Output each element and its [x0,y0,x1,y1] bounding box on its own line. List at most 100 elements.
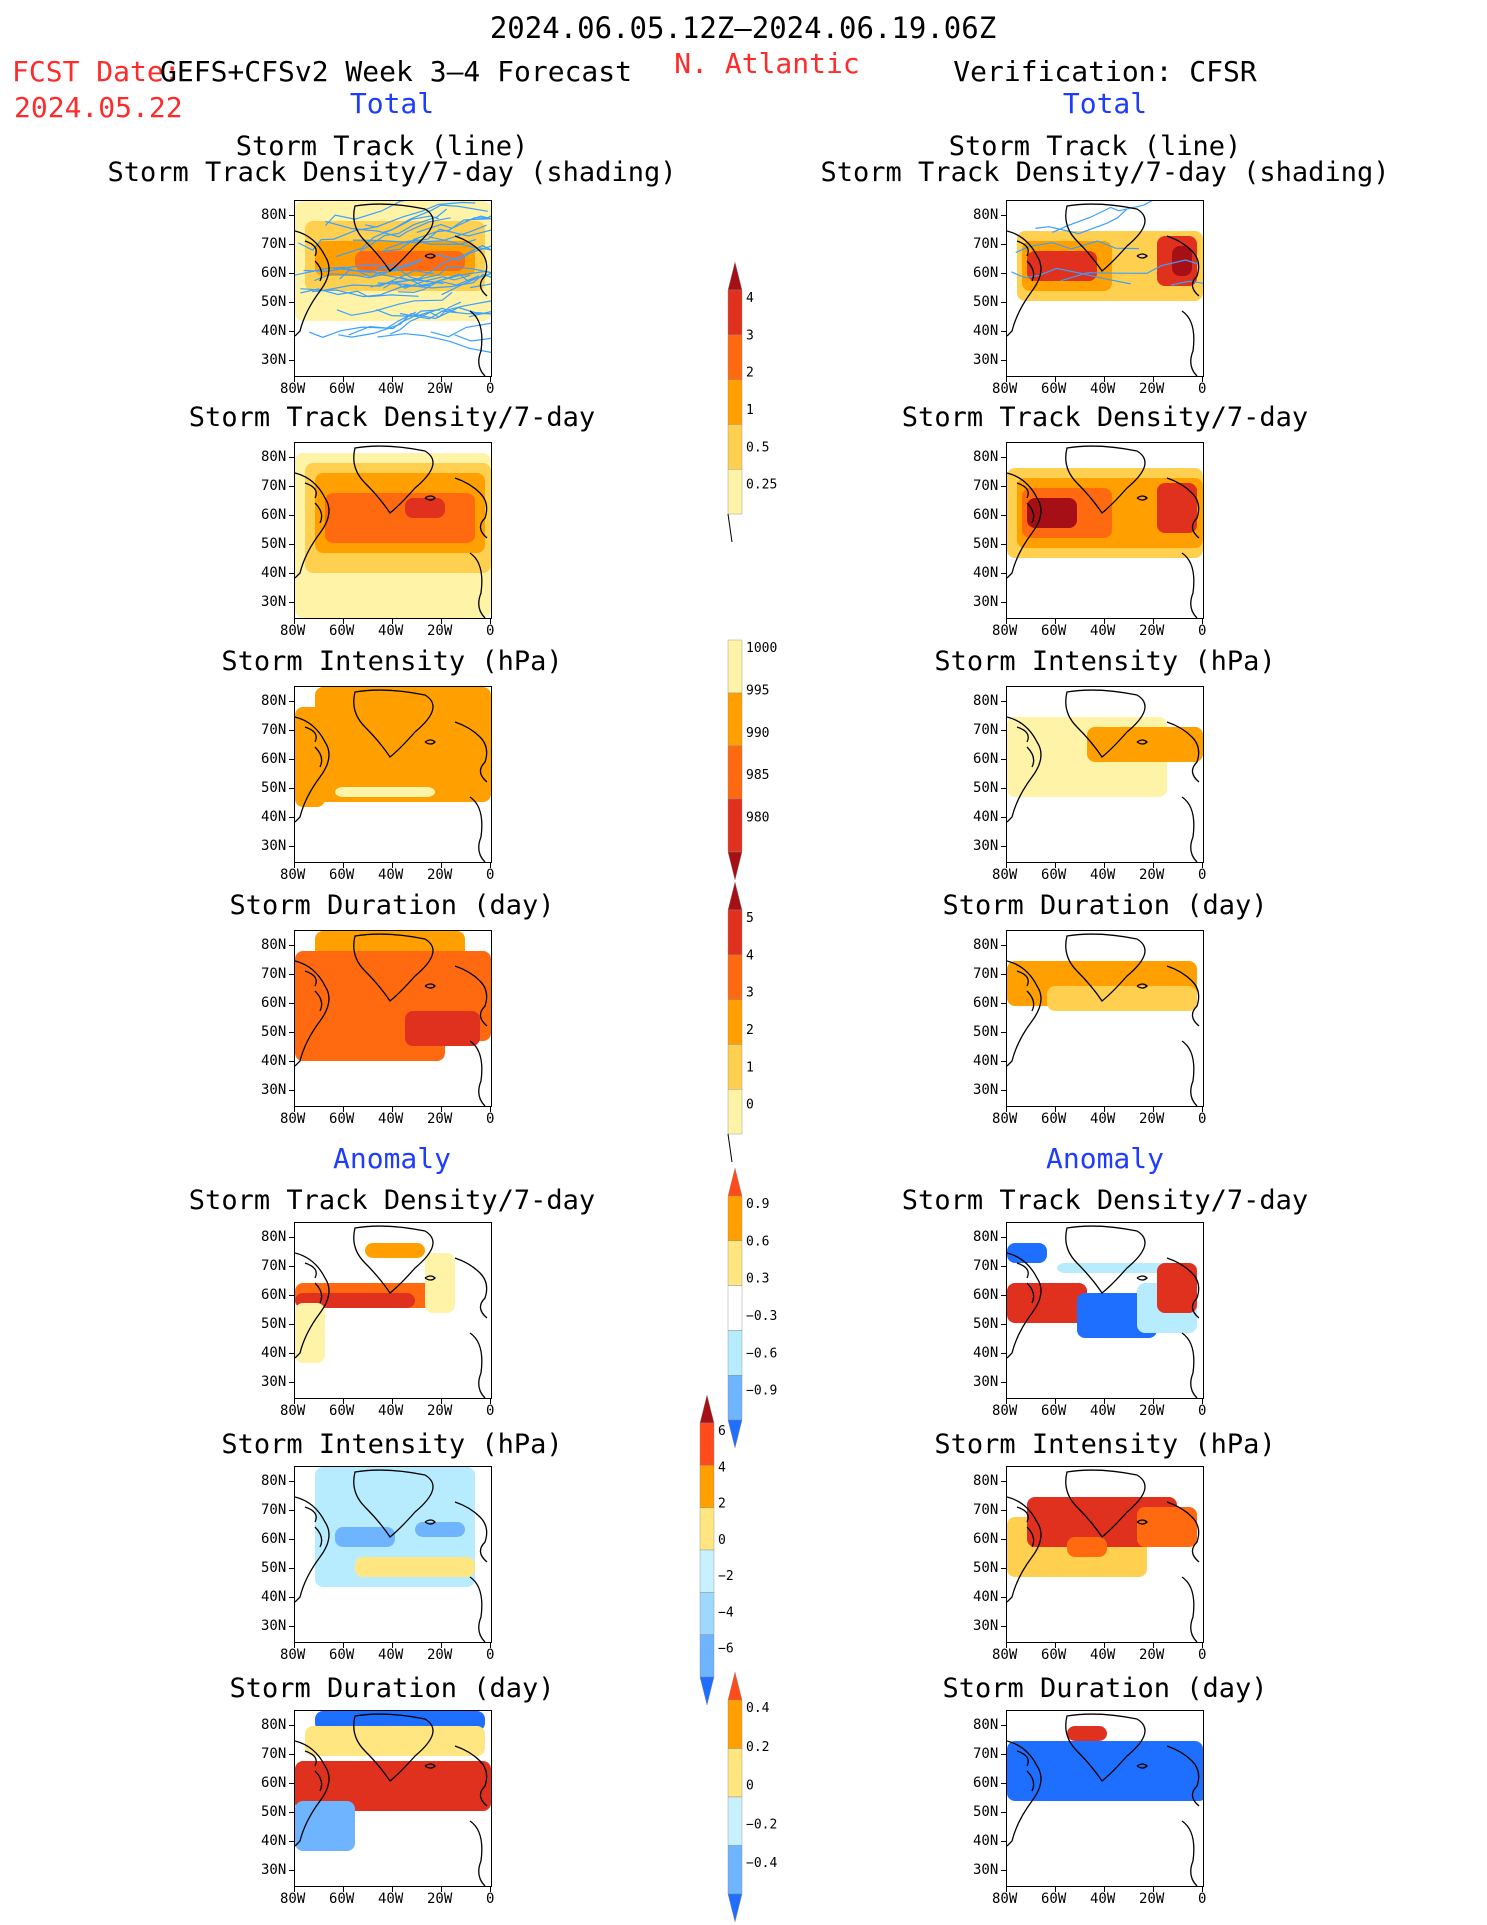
lon-tick [490,619,491,624]
lon-tick [343,377,344,382]
coastline [1007,472,1042,579]
colorbar-swatch [727,798,743,853]
lat-tick [289,1783,294,1784]
colorbar-label: 0.5 [746,440,769,455]
colorbar-label: 980 [746,811,769,826]
lat-tick [289,1539,294,1540]
colorbar-label: 1 [746,1060,754,1075]
lat-tick [289,701,294,702]
coastline [295,1740,330,1847]
lon-tick [343,1399,344,1404]
storm-track-line [430,322,491,338]
lon-label: 20W [1139,867,1165,883]
lat-tick [289,1382,294,1383]
colorbar-swatch [727,1419,743,1449]
lon-tick [1055,1399,1056,1404]
lon-label: 60W [329,867,355,883]
lat-tick [1001,1568,1006,1569]
colorbar-duration-anomaly: 0.4 0.2 0 −0.2 −0.4 [727,1671,777,1923]
map-canvas [1007,201,1203,376]
storm-track-line [454,334,491,342]
lon-tick [343,619,344,624]
lon-label: 80W [992,867,1018,883]
lon-tick [1006,377,1007,382]
lon-label: 0 [1198,381,1207,397]
lon-label: 40W [1090,1891,1116,1907]
lon-label: 40W [1090,1403,1116,1419]
coastline [469,1576,486,1642]
map-canvas [1007,1713,1203,1886]
lat-label: 60N [261,1775,287,1791]
lat-tick [289,457,294,458]
map-panel-duration-anom-verification [1006,1710,1204,1887]
colorbar-label: 0 [746,1779,754,1794]
map-panel-intensity-anom-verification [1006,1466,1204,1643]
coastline [295,716,330,823]
lon-label: 0 [1198,1403,1207,1419]
lat-tick [1001,1812,1006,1813]
coastline [304,1506,323,1548]
lon-tick [1104,1399,1105,1404]
lat-label: 60N [973,995,999,1011]
colorbar-swatch [727,289,743,335]
lat-tick [1001,846,1006,847]
lat-label: 50N [973,294,999,310]
lat-tick [289,1812,294,1813]
lat-label: 30N [973,594,999,610]
colorbar-intensity-total: 1000 995 990 985 980 [727,639,777,881]
lon-tick [1202,1643,1203,1648]
colorbar-swatch [727,954,743,1000]
lat-tick [289,1841,294,1842]
lat-label: 70N [973,966,999,982]
shading-region [1067,1726,1107,1741]
lat-label: 80N [973,1473,999,1489]
map-panel-duration-forecast [294,930,492,1107]
coastline [1136,253,1148,259]
colorbar-swatch [699,1549,715,1593]
shading-region [295,1303,325,1363]
colorbar-label: −0.3 [746,1309,777,1324]
coastline [353,1469,434,1538]
colorbar-swatch [699,1507,715,1551]
lon-tick [1055,1107,1056,1112]
storm-track-line [441,273,491,296]
colorbar-label: 0.3 [746,1272,769,1287]
coastline [1065,1225,1146,1294]
storm-track-line [336,291,453,316]
lat-tick [289,759,294,760]
lat-label: 40N [973,1345,999,1361]
shading-region [425,1253,455,1313]
storm-track-line [359,208,448,252]
lat-label: 60N [261,1531,287,1547]
lat-tick [1001,1295,1006,1296]
colorbar-swatch [727,1285,743,1331]
lon-tick [1153,1887,1154,1892]
storm-track-line [400,266,491,282]
colorbar-open-end [727,1133,733,1163]
lat-tick [1001,1090,1006,1091]
lat-tick [289,1725,294,1726]
lon-label: 40W [378,381,404,397]
shading-region [365,1243,425,1258]
shading-region [355,251,465,271]
coastline [424,495,436,501]
colorbar-label: 990 [746,726,769,741]
lat-tick [289,974,294,975]
colorbar-swatch [727,1167,743,1197]
colorbar-label: 985 [746,768,769,783]
storm-track-line [440,310,491,315]
lat-label: 70N [261,1746,287,1762]
lon-tick [294,1643,295,1648]
lon-label: 20W [427,1111,453,1127]
lat-tick [289,1061,294,1062]
shading-region [405,1011,480,1046]
storm-track-line [1060,259,1198,282]
lat-tick [1001,360,1006,361]
coastline [424,1275,436,1281]
lon-label: 0 [1198,1647,1207,1663]
title-intensity-anom-left: Storm Intensity (hPa) [221,1429,563,1460]
lon-label: 20W [1139,1111,1165,1127]
colorbar-swatch [727,424,743,470]
shading-region [1007,1283,1087,1323]
colorbar-label: 0.25 [746,478,777,493]
